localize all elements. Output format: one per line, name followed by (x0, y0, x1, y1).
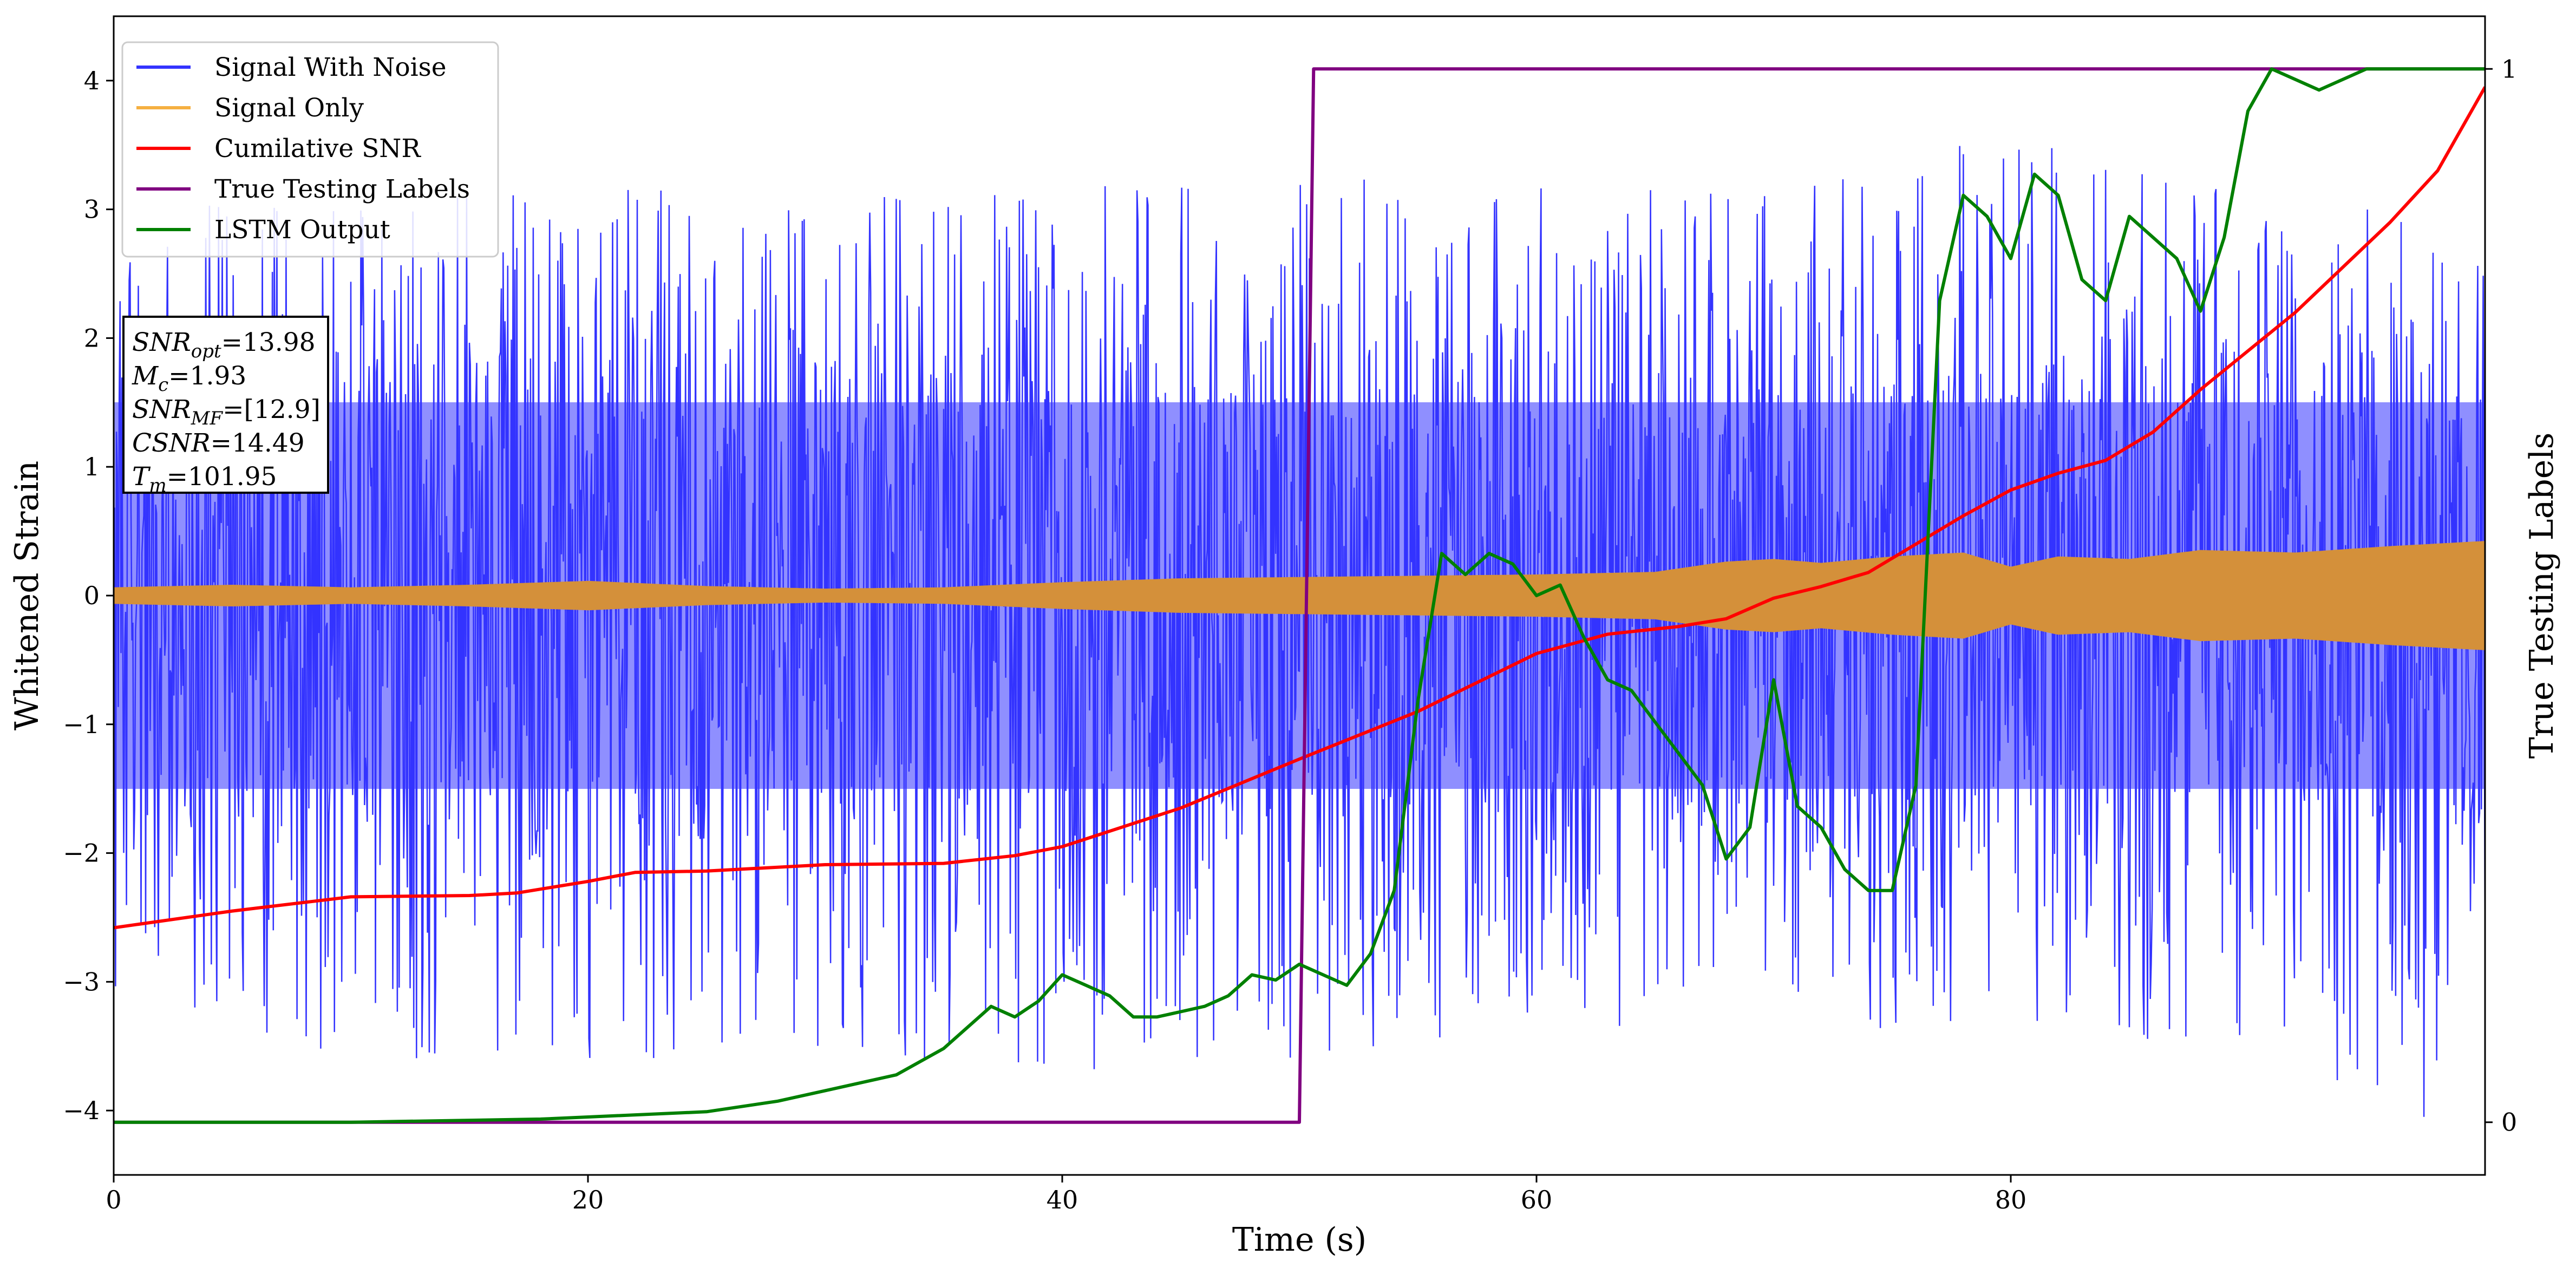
x-tick-label: 20 (572, 1185, 604, 1214)
annotation-line: CSNR=14.49 (132, 428, 305, 458)
y-tick-label: −4 (63, 1096, 100, 1125)
series-true-testing-labels-line (114, 67, 2485, 1124)
x-tick-label: 80 (1995, 1185, 2027, 1214)
legend-entry-label: LSTM Output (214, 215, 390, 245)
y-tick-label: 0 (84, 581, 100, 610)
annotation-line: SNRMF=[12.9] (132, 395, 321, 429)
y-axis-left: −4 −3 −2 −1 0 1 2 3 4 (63, 66, 114, 1125)
annotation-frame (122, 316, 329, 494)
series-cumilative-snr-line (114, 86, 2485, 930)
plot-area (114, 67, 2485, 1124)
annotation-line: SNRopt=13.98 (132, 328, 316, 362)
legend-entry-label: Signal With Noise (214, 53, 447, 82)
annotation-line: Mc=1.93 (132, 361, 246, 396)
y-tick-label: −3 (63, 967, 100, 996)
y-tick-label: 3 (84, 195, 100, 224)
x-axis-title: Time (s) (1232, 1221, 1367, 1259)
y-tick-label: 4 (84, 66, 100, 95)
y2-axis-title: True Testing Labels (2523, 433, 2561, 759)
x-tick-label: 0 (106, 1185, 121, 1214)
y-tick-label: 2 (84, 323, 100, 352)
x-tick-label: 40 (1047, 1185, 1078, 1214)
legend-frame (121, 41, 499, 258)
x-axis: 0 20 40 60 80 (106, 1175, 2026, 1214)
series-signal-only (114, 541, 2485, 650)
x-tick-label: 60 (1521, 1185, 1553, 1214)
y-axis-title: Whitened Strain (8, 461, 46, 730)
y-tick-label: −1 (63, 710, 100, 739)
legend-entry-label: True Testing Labels (214, 174, 470, 204)
parameter-annotation-box: SNRopt=13.98Mc=1.93SNRMF=[12.9]CSNR=14.4… (122, 316, 329, 496)
y2-tick-label: 0 (2501, 1108, 2517, 1137)
y-axis-right: 01 (2485, 54, 2517, 1137)
legend: Signal With Noise Signal Only Cumilative S… (121, 41, 499, 258)
y-tick-label: 1 (84, 452, 100, 481)
annotation-line: Tm=101.95 (132, 462, 277, 496)
y2-tick-label: 1 (2501, 54, 2517, 83)
legend-entry-label: Cumilative SNR (214, 134, 421, 164)
y-tick-label: −2 (63, 839, 100, 868)
legend-entry-label: Signal Only (214, 93, 364, 123)
series-lstm-output-line (114, 67, 2485, 1124)
